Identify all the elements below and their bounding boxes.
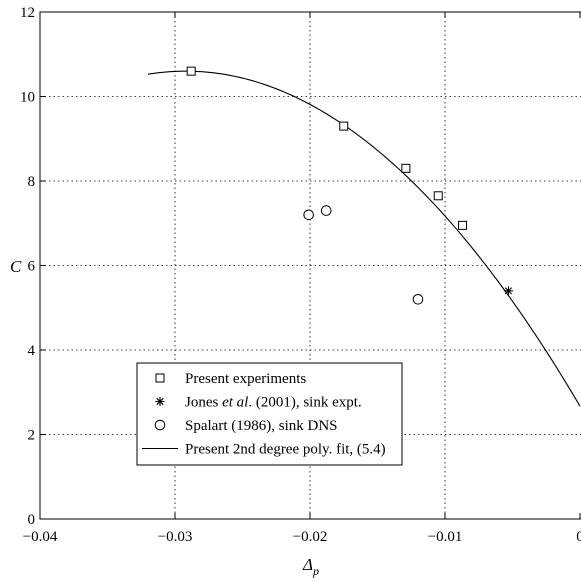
legend-label-text: Present 2nd degree poly. fit, (5.4)	[185, 442, 386, 458]
legend-asterisk-marker	[155, 397, 165, 406]
legend-box	[136, 362, 403, 466]
present-experiment-point	[339, 121, 349, 131]
grid-layer	[40, 12, 581, 519]
y-tick-label: 2	[28, 428, 36, 444]
legend-circle-marker	[154, 419, 166, 431]
label-layer: −0.04 −0.03 −0.02 −0.01 0 0 2 4 6 8 10 12	[20, 5, 581, 545]
tick-layer	[39, 11, 581, 520]
present-experiment-point	[433, 191, 443, 201]
fit-layer	[147, 70, 581, 407]
present-experiment-point	[186, 66, 196, 76]
y-tick-label: 10	[20, 90, 35, 106]
legend-label-text: Spalart (1986), sink DNS	[185, 418, 338, 434]
legend-label-italic: et al	[222, 395, 248, 411]
spalart-point	[303, 209, 314, 221]
legend-label: Present experiments	[185, 371, 306, 387]
asterisk-stroke	[504, 287, 513, 295]
y-axis-label: C	[10, 257, 22, 276]
x-axis-label-sub: p	[312, 564, 319, 578]
legend-label-text: Jones	[185, 395, 222, 411]
spalart-point	[320, 205, 332, 216]
x-axis-label-main: Δ	[302, 555, 313, 574]
marker-layer	[186, 66, 513, 305]
asterisk-stroke	[156, 397, 164, 406]
y-tick-label: 12	[20, 5, 35, 21]
legend: Present experiments Jones et al. (2001), …	[136, 362, 403, 466]
jones-point	[503, 286, 513, 296]
x-tick-label: −0.01	[428, 529, 463, 545]
present-experiment-point	[458, 220, 468, 230]
y-tick-label: 4	[28, 343, 36, 359]
legend-label: Spalart (1986), sink DNS	[185, 418, 338, 434]
x-tick-label: −0.03	[158, 529, 193, 545]
legend-label-text: Present experiments	[185, 371, 306, 387]
present-experiment-point	[401, 163, 411, 173]
x-tick-label: 0	[576, 529, 581, 545]
legend-label-text-after: . (2001), sink expt.	[248, 395, 361, 411]
legend-square-marker	[155, 373, 165, 383]
x-tick-label: −0.02	[293, 529, 328, 545]
x-axis-label: Δp	[302, 555, 319, 578]
fit-curve	[147, 70, 581, 407]
y-tick-label: 6	[28, 259, 36, 275]
x-tick-label: −0.04	[23, 529, 58, 545]
legend-label: Present 2nd degree poly. fit, (5.4)	[185, 442, 386, 458]
y-tick-label: 0	[28, 512, 36, 528]
y-tick-label: 8	[28, 174, 36, 190]
spalart-point	[412, 294, 424, 305]
legend-label: Jones et al. (2001), sink expt.	[185, 395, 362, 411]
